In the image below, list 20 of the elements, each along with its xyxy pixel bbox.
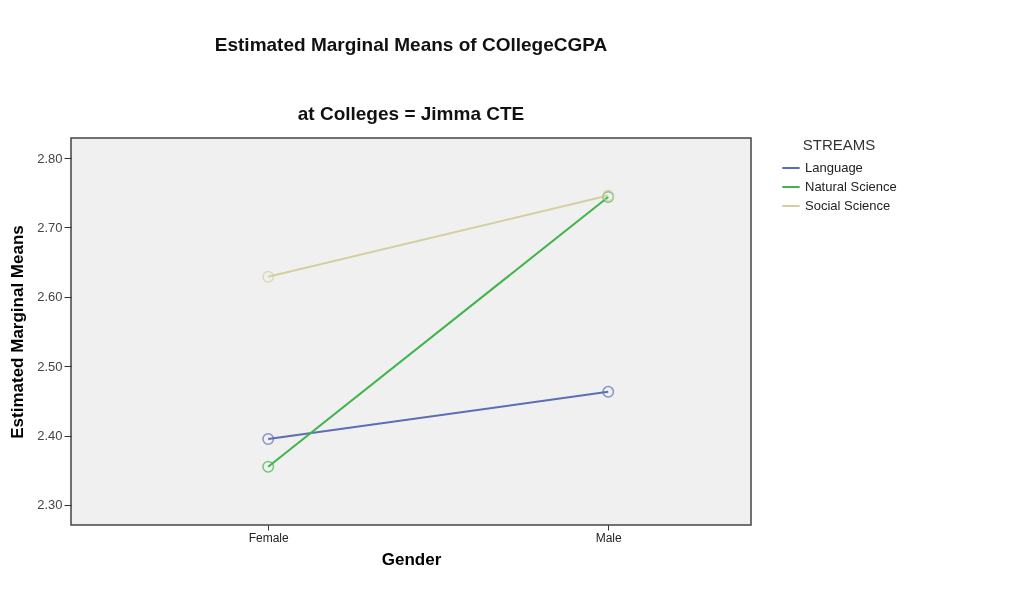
- y-tick-label: 2.30: [37, 497, 63, 513]
- point: [262, 460, 275, 473]
- point: [262, 270, 275, 283]
- legend-title: STREAMS: [802, 136, 876, 153]
- point: [262, 433, 275, 445]
- y-tick-label: 2.40: [37, 428, 63, 444]
- x-axis-title: Gender: [381, 549, 442, 569]
- y-tick-label: 2.60: [37, 289, 63, 305]
- chart-title: Estimated Marginal Means of COllegeCGPA: [214, 34, 608, 55]
- y-tick-label: 2.50: [37, 358, 63, 374]
- legend-label: Natural Science: [805, 179, 897, 194]
- point: [602, 385, 615, 398]
- y-tick-label: 2.70: [37, 219, 63, 235]
- legend-label: Social Science: [805, 198, 891, 213]
- x-tick-label: Male: [595, 530, 623, 545]
- y-tick-label: 2.80: [37, 150, 63, 166]
- legend-label: Language: [805, 160, 863, 175]
- chart-subtitle: at Colleges = Jimma CTE: [297, 103, 525, 124]
- y-axis-title: Estimated Marginal Means: [8, 225, 28, 439]
- x-tick-label: Female: [248, 530, 290, 545]
